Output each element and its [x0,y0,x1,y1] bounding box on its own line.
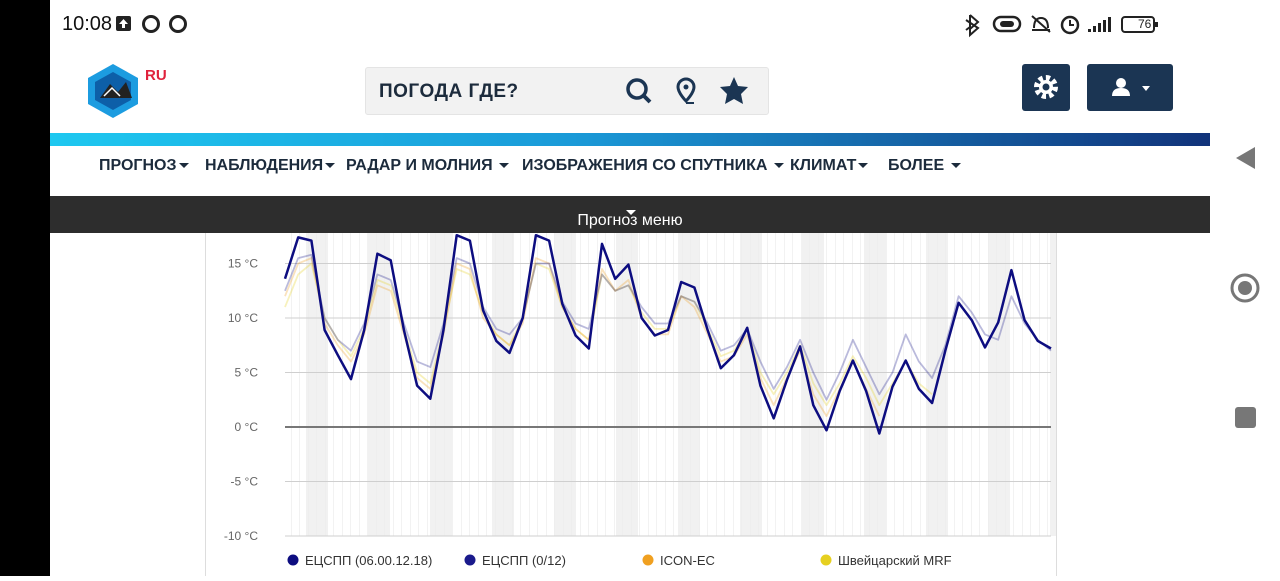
header: RU ПОГОДА ГДЕ? [50,48,1210,134]
nav-label: ИЗОБРАЖЕНИЯ СО СПУТНИКА [522,157,768,174]
nav-buttons [1230,147,1260,428]
search-box[interactable]: ПОГОДА ГДЕ? [365,67,769,115]
series-line [283,233,1052,435]
night-band [368,233,390,536]
night-band [740,233,762,536]
nav-item[interactable]: НАБЛЮДЕНИЯ [205,157,336,175]
nav-label: НАБЛЮДЕНИЯ [205,157,324,174]
y-tick-label: -5 °C [231,475,259,489]
back-button[interactable] [1236,147,1255,169]
clock: 10:08 [62,13,113,35]
submenu-bar: Прогноз меню [50,196,1210,233]
minor-grid [285,233,1051,536]
search-icons [626,77,748,104]
main-nav: ПРОГНОЗ НАБЛЮДЕНИЯ РАДАР И МОЛНИЯ ИЗОБРА… [50,146,1210,196]
night-band [492,233,514,536]
legend-item: ЕЦСПП (0/12) [464,553,566,568]
user-icon [1112,78,1150,96]
logo-text: RU [145,67,167,84]
logo[interactable] [86,62,142,120]
legend-swatch [820,554,832,566]
y-tick-label: 10 °C [228,311,258,325]
night-band [802,233,824,536]
night-band [864,233,886,536]
y-tick-label: 5 °C [235,366,259,380]
nav-label: РАДАР И МОЛНИЯ [346,157,493,174]
status-icons [116,15,187,33]
system-nav [1210,0,1280,576]
legend-label: ЕЦСПП (06.00.12.18) [305,553,432,568]
night-band [616,233,638,536]
nav-item[interactable]: БОЛЕЕ [888,157,961,175]
legend-swatch [642,554,654,566]
chart: 15 °C 10 °C 5 °C 0 °C -5 °C -10 °C ЕЦСПП (06.0… [224,233,1072,568]
legend-swatch [464,554,476,566]
accent-bar [50,133,1210,146]
recents-button[interactable] [1235,407,1256,428]
legend-item: ICON-EC [642,553,715,568]
nav-label: КЛИМАТ [790,157,857,174]
y-tick-label: 0 °C [235,420,259,434]
legend-item: Швейцарский MRF [820,553,952,568]
nav-item[interactable]: ИЗОБРАЖЕНИЯ СО СПУТНИКА [522,157,784,175]
night-band [554,233,576,536]
submenu-label: Прогноз меню [577,212,683,229]
y-tick-label: -10 °C [224,529,258,543]
nav-label: ПРОГНОЗ [99,157,177,174]
home-dot [1238,281,1252,295]
night-band [1050,233,1072,536]
nav-item[interactable]: РАДАР И МОЛНИЯ [346,157,510,175]
gear-icon [1034,75,1058,99]
status-bar: 10:08 76 [50,0,1210,48]
legend-item: ЕЦСПП (06.00.12.18) [287,553,432,568]
submenu-toggle[interactable]: Прогноз меню [50,204,1210,229]
nav-item[interactable]: КЛИМАТ [790,157,869,175]
system-icons [965,14,1158,38]
left-bar [0,0,50,576]
chart-card: 15 °C 10 °C 5 °C 0 °C -5 °C -10 °C ЕЦСПП (06.0… [205,233,1072,576]
legend-swatch [287,554,299,566]
legend-label: ICON-EC [660,553,715,568]
search-placeholder: ПОГОДА ГДЕ? [379,81,519,102]
series-line [284,262,933,407]
user-button[interactable] [1087,64,1173,111]
battery-level: 76 [1138,17,1152,31]
legend-label: Швейцарский MRF [838,553,952,568]
nav-item[interactable]: ПРОГНОЗ [99,157,189,175]
night-band [988,233,1010,536]
settings-button[interactable] [1022,64,1070,111]
home-button[interactable] [1230,273,1260,303]
series-line [284,257,881,417]
series-line [284,253,1052,401]
legend-label: ЕЦСПП (0/12) [482,553,566,568]
night-band [678,233,700,536]
nav-label: БОЛЕЕ [888,157,945,174]
y-tick-label: 15 °C [228,257,258,271]
